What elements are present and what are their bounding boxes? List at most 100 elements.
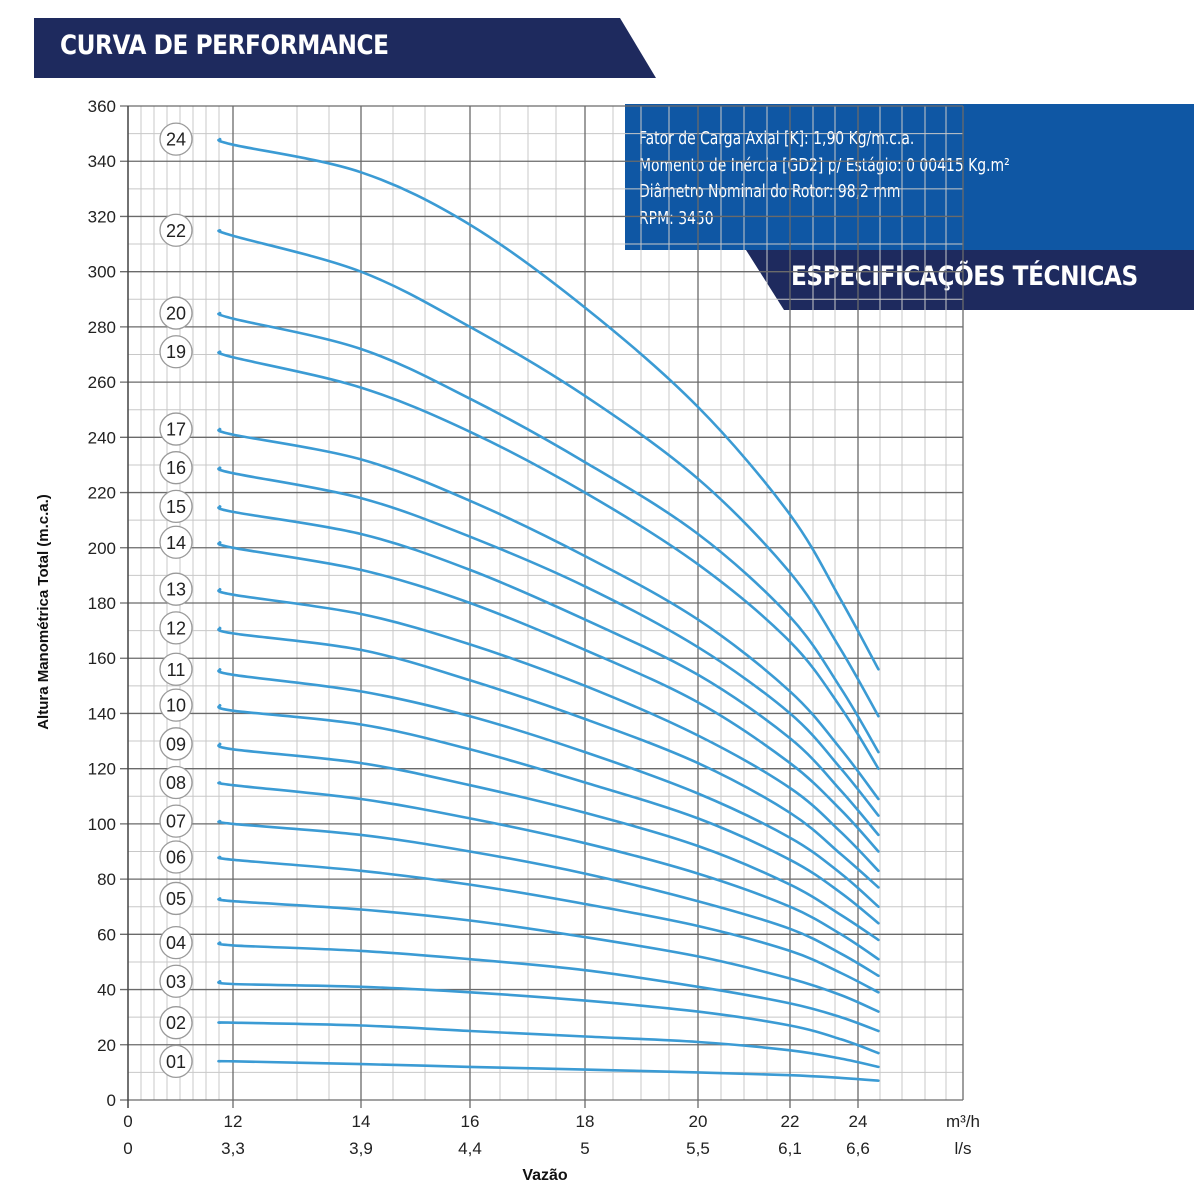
curve-stage-19 (217, 350, 880, 770)
stage-label-circle (159, 1006, 193, 1040)
y-tick-label: 20 (97, 1036, 116, 1055)
y-tick-label: 80 (97, 870, 116, 889)
curve-stage-11 (217, 668, 880, 908)
stage-label: 22 (166, 221, 186, 241)
y-tick-label: 180 (88, 594, 116, 613)
stage-label: 17 (166, 420, 186, 440)
curve-stage-10 (217, 703, 880, 925)
x-tick-label: 5,5 (686, 1139, 710, 1158)
curve-stage-12 (217, 626, 880, 889)
y-tick-label: 140 (88, 704, 116, 723)
stage-label-circle (159, 412, 193, 446)
x-tick-label: 5 (580, 1139, 589, 1158)
curve-stage-14 (217, 541, 880, 853)
stage-label: 20 (166, 304, 186, 324)
stage-label: 02 (166, 1013, 186, 1033)
spec-line-inertia: Momento de Inércia [GD2] p/ Estágio: 0 0… (639, 154, 1010, 176)
y-tick-label: 300 (88, 263, 116, 282)
stage-label: 03 (166, 972, 186, 992)
curve-stage-02 (217, 1021, 880, 1069)
stage-label-circle (159, 727, 193, 761)
y-tick-label: 120 (88, 760, 116, 779)
stage-label: 08 (166, 773, 186, 793)
stage-label-circle (159, 335, 193, 369)
x-tick-label: 0 (123, 1112, 132, 1131)
x-tick-label: 0 (123, 1139, 132, 1158)
stage-label: 12 (166, 618, 186, 638)
stage-label-circle (159, 881, 193, 916)
x-tick-label: 24 (849, 1112, 868, 1131)
x-tick-label: 22 (781, 1112, 800, 1131)
curve-stage-24 (217, 137, 880, 671)
stage-label-circle (159, 652, 193, 686)
y-tick-label: 40 (97, 981, 116, 1000)
curve-stage-09 (217, 742, 880, 942)
stage-label: 19 (166, 342, 186, 362)
stage-label-circle (159, 840, 193, 874)
stage-label: 09 (166, 734, 186, 754)
curve-stage-04 (217, 941, 880, 1033)
x-tick-label: 20 (689, 1112, 708, 1131)
x-tick-label: 3,3 (221, 1139, 245, 1158)
y-tick-label: 160 (88, 649, 116, 668)
y-tick-label: 60 (97, 925, 116, 944)
y-tick-label: 220 (88, 484, 116, 503)
curve-stage-03 (217, 980, 880, 1055)
x-tick-label: 3,9 (349, 1139, 373, 1158)
stage-label: 14 (166, 533, 186, 553)
stage-label-circle (159, 213, 193, 247)
curve-stage-07 (217, 819, 880, 978)
curve-stage-05 (217, 897, 880, 1013)
stage-label: 15 (166, 497, 186, 517)
curve-stage-01 (217, 1059, 880, 1082)
x-tick-label: 6,6 (846, 1139, 870, 1158)
stage-label: 05 (166, 889, 186, 909)
y-tick-label: 240 (88, 428, 116, 447)
curve-stage-16 (217, 466, 880, 817)
curve-stage-15 (217, 505, 880, 837)
stage-label-circle (159, 451, 193, 485)
stage-label-circle (159, 296, 193, 330)
stage-label-circle (159, 688, 193, 722)
y-tick-label: 320 (88, 207, 116, 226)
stage-label-circle (159, 611, 193, 645)
curve-stage-22 (217, 229, 880, 718)
stage-label: 10 (166, 696, 186, 716)
spec-line-rpm: RPM: 3450 (639, 207, 714, 229)
x-tick-label: 12 (224, 1112, 243, 1131)
stage-label-circle (159, 964, 193, 998)
x-tick-label: 18 (576, 1112, 595, 1131)
y-tick-label: 360 (88, 97, 116, 116)
stage-label: 04 (166, 933, 186, 953)
x-tick-label: 14 (352, 1112, 371, 1131)
y-tick-label: 280 (88, 318, 116, 337)
stage-label-circle (159, 489, 193, 524)
stage-label-circle (159, 804, 193, 838)
x-unit-label: m³/h (946, 1112, 980, 1131)
curve-stage-06 (217, 855, 880, 994)
x-unit-label: l/s (955, 1139, 972, 1158)
y-axis-title: Altura Manométrica Total (m.c.a.) (35, 494, 52, 730)
stage-label: 07 (166, 812, 186, 832)
curve-stage-17 (217, 427, 880, 801)
stage-label: 11 (167, 660, 186, 680)
stage-label-circle (159, 1044, 193, 1078)
x-tick-label: 6,1 (778, 1139, 802, 1158)
stage-label-circle (159, 572, 193, 606)
curve-stage-13 (217, 587, 880, 873)
stage-label-circle (159, 525, 193, 559)
y-tick-label: 100 (88, 815, 116, 834)
curve-stage-08 (217, 781, 880, 961)
x-tick-label: 16 (461, 1112, 480, 1131)
y-tick-label: 340 (88, 152, 116, 171)
y-tick-label: 200 (88, 539, 116, 558)
y-tick-label: 260 (88, 373, 116, 392)
stage-label-circle (159, 765, 193, 800)
stage-label: 06 (166, 848, 186, 868)
page-title: CURVA DE PERFORMANCE (60, 30, 389, 61)
curve-stage-20 (217, 311, 880, 754)
stage-label: 16 (166, 458, 186, 478)
stage-label: 13 (166, 580, 186, 600)
y-tick-label: 0 (107, 1091, 116, 1110)
